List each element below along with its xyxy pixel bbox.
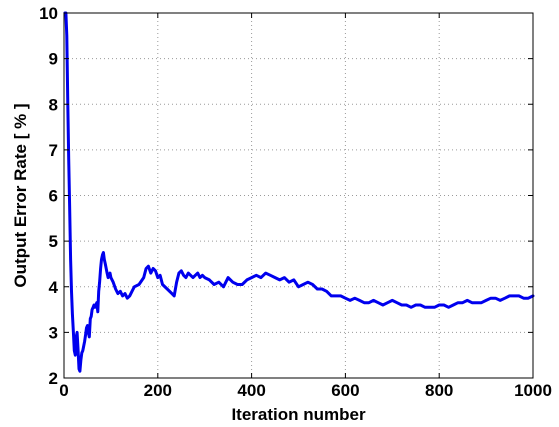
x-tick-label: 800 bbox=[425, 381, 453, 400]
x-tick-label: 0 bbox=[59, 381, 68, 400]
y-tick-label: 4 bbox=[49, 278, 59, 297]
tick-layer: 0 200 400 600 800 1000 2 3 4 5 6 7 8 9 10 bbox=[39, 4, 552, 400]
y-tick-label: 3 bbox=[49, 323, 58, 342]
y-axis-label: Output Error Rate [ % ] bbox=[11, 103, 30, 287]
y-tick-label: 7 bbox=[49, 141, 58, 160]
y-tick-label: 2 bbox=[49, 369, 58, 388]
x-tick-label: 1000 bbox=[514, 381, 552, 400]
x-tick-label: 200 bbox=[144, 381, 172, 400]
x-tick-label: 600 bbox=[331, 381, 359, 400]
y-tick-label: 8 bbox=[49, 95, 58, 114]
axes-box bbox=[63, 12, 534, 379]
x-axis-label: Iteration number bbox=[231, 405, 366, 424]
series-line bbox=[63, 11, 535, 373]
y-tick-label: 5 bbox=[49, 232, 58, 251]
x-tick-label: 400 bbox=[237, 381, 265, 400]
y-tick-label: 10 bbox=[39, 4, 58, 23]
y-tick-label: 9 bbox=[49, 50, 58, 69]
y-tick-label: 6 bbox=[49, 187, 58, 206]
series-layer bbox=[63, 11, 535, 373]
grid-layer bbox=[64, 13, 533, 378]
